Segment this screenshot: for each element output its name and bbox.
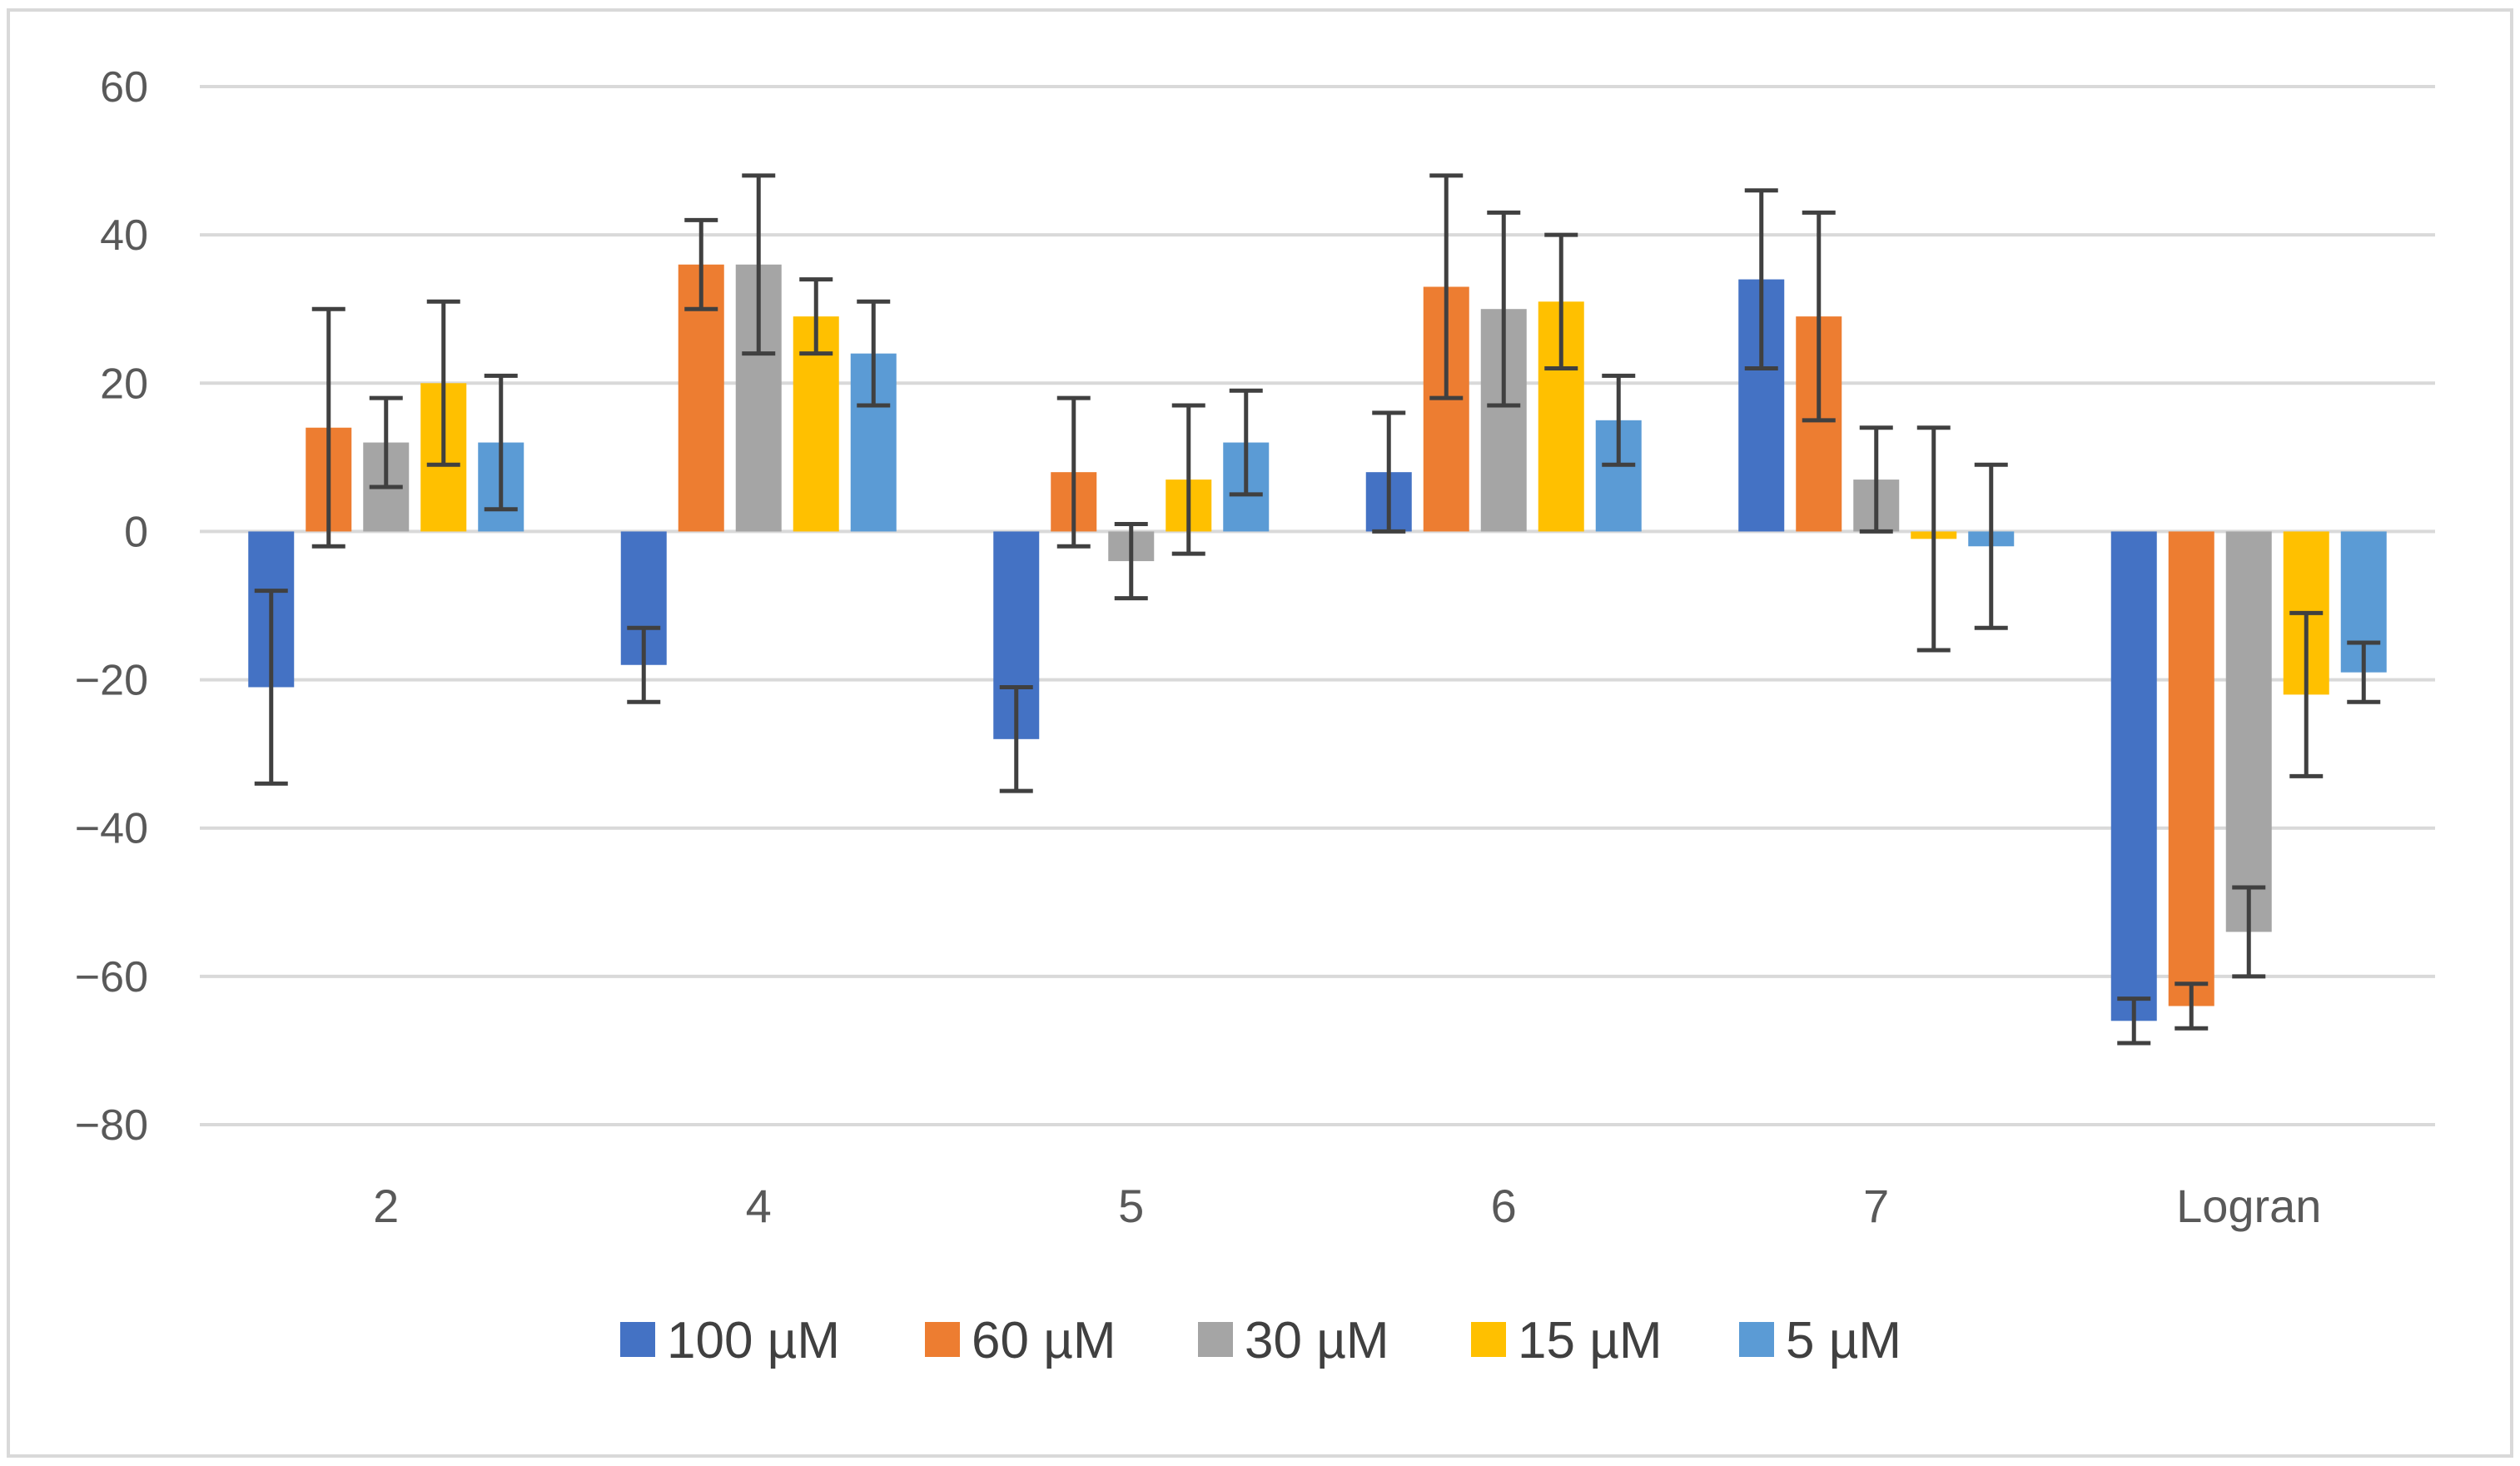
- legend-swatch: [1739, 1322, 1774, 1357]
- error-bar-4-series-1: [684, 217, 718, 311]
- y-tick-label: 60: [100, 63, 148, 112]
- error-bar-6-series-4: [1602, 373, 1636, 467]
- bar-Logran-series-0: [2110, 531, 2157, 1021]
- legend-item: 60 µM: [925, 1312, 1116, 1369]
- legend-swatch: [620, 1322, 655, 1357]
- legend-item: 100 µM: [620, 1312, 840, 1369]
- error-bar-2-series-1: [311, 306, 345, 549]
- error-bar-6-series-3: [1544, 232, 1578, 370]
- y-tick-label: 40: [100, 211, 148, 260]
- error-bar-2-series-3: [426, 299, 460, 467]
- error-bar-5-series-0: [999, 684, 1033, 793]
- error-bar-2-series-4: [484, 373, 518, 512]
- error-bar-6-series-2: [1487, 210, 1521, 408]
- x-axis-labels: 2 4 5 6 7 Logran: [373, 1180, 2321, 1232]
- x-tick-label: Logran: [2176, 1180, 2321, 1232]
- error-bar-4-series-2: [742, 173, 776, 356]
- bar-Logran-series-1: [2168, 531, 2214, 1006]
- error-bar-4-series-4: [857, 299, 891, 408]
- error-bar-Logran-series-1: [2175, 981, 2209, 1031]
- y-axis-ticks: 60 40 20 0 −20 −40 −60 −80: [75, 63, 148, 1150]
- error-bar-4-series-0: [627, 625, 661, 704]
- error-bar-5-series-1: [1056, 395, 1091, 549]
- error-bar-7-series-3: [1916, 425, 1951, 653]
- y-tick-label: −60: [75, 953, 148, 1001]
- error-bars: [254, 173, 2381, 1046]
- error-bar-Logran-series-0: [2117, 996, 2151, 1046]
- y-tick-label: −20: [75, 657, 148, 705]
- y-tick-label: 0: [124, 508, 148, 556]
- legend: 100 µM 60 µM 30 µM 15 µM 5 µM: [620, 1312, 1901, 1369]
- error-bar-7-series-1: [1802, 210, 1836, 423]
- error-bar-7-series-2: [1859, 425, 1893, 534]
- legend-label: 5 µM: [1786, 1312, 1901, 1369]
- x-tick-label: 2: [373, 1180, 399, 1232]
- bar-Logran-series-2: [2225, 531, 2272, 932]
- error-bar-7-series-0: [1744, 188, 1778, 370]
- x-tick-label: 6: [1491, 1180, 1517, 1232]
- error-bar-2-series-0: [254, 589, 288, 786]
- legend-label: 15 µM: [1518, 1312, 1663, 1369]
- error-bar-5-series-2: [1114, 522, 1148, 601]
- legend-label: 60 µM: [972, 1312, 1116, 1369]
- error-bar-7-series-4: [1974, 462, 2008, 630]
- x-tick-label: 5: [1118, 1180, 1144, 1232]
- legend-label: 30 µM: [1245, 1312, 1389, 1369]
- chart-border: [7, 8, 2513, 1458]
- legend-swatch: [925, 1322, 960, 1357]
- error-bar-Logran-series-2: [2232, 885, 2266, 979]
- y-tick-label: −40: [75, 805, 148, 853]
- error-bar-Logran-series-3: [2289, 610, 2324, 778]
- x-tick-label: 4: [746, 1180, 772, 1232]
- legend-item: 30 µM: [1198, 1312, 1389, 1369]
- error-bar-6-series-0: [1372, 410, 1406, 534]
- error-bar-2-series-2: [369, 395, 403, 489]
- legend-swatch: [1471, 1322, 1506, 1357]
- legend-label: 100 µM: [667, 1312, 840, 1369]
- error-bar-5-series-3: [1171, 403, 1205, 556]
- legend-item: 15 µM: [1471, 1312, 1663, 1369]
- error-bar-Logran-series-4: [2347, 640, 2381, 704]
- legend-item: 5 µM: [1739, 1312, 1901, 1369]
- error-bar-5-series-4: [1229, 388, 1263, 497]
- error-bar-6-series-1: [1429, 173, 1464, 400]
- y-tick-label: 20: [100, 360, 148, 408]
- y-tick-label: −80: [75, 1101, 148, 1150]
- x-tick-label: 7: [1863, 1180, 1889, 1232]
- error-bar-4-series-3: [799, 277, 833, 356]
- gridlines: [200, 85, 2435, 1126]
- legend-swatch: [1198, 1322, 1233, 1357]
